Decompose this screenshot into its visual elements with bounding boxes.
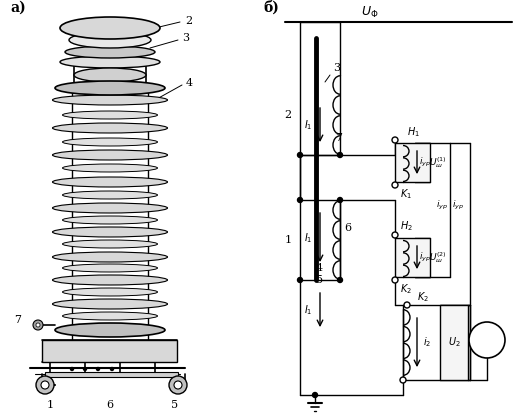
Ellipse shape <box>63 264 157 272</box>
Text: 1: 1 <box>47 400 53 410</box>
Circle shape <box>70 367 73 371</box>
Ellipse shape <box>63 240 157 248</box>
Ellipse shape <box>68 152 152 158</box>
Ellipse shape <box>74 68 146 82</box>
Ellipse shape <box>55 81 165 95</box>
Ellipse shape <box>52 123 168 133</box>
Text: $U_{ш}^{(1)}$: $U_{ш}^{(1)}$ <box>429 155 447 170</box>
Circle shape <box>110 367 113 371</box>
Circle shape <box>169 376 187 394</box>
Ellipse shape <box>52 150 168 160</box>
Circle shape <box>96 367 100 371</box>
Text: а): а) <box>10 1 26 15</box>
Ellipse shape <box>63 191 157 199</box>
Ellipse shape <box>52 203 168 213</box>
Circle shape <box>312 393 318 398</box>
Ellipse shape <box>60 17 160 39</box>
Text: 4: 4 <box>186 78 193 88</box>
Ellipse shape <box>65 46 155 58</box>
Ellipse shape <box>68 229 152 235</box>
Text: 3: 3 <box>333 63 340 73</box>
Ellipse shape <box>52 252 168 262</box>
Circle shape <box>404 302 410 308</box>
Text: $i_{yp}$: $i_{yp}$ <box>452 198 464 212</box>
Text: $K_2$: $K_2$ <box>400 282 412 296</box>
Circle shape <box>338 198 343 203</box>
Text: $i_{yp}$: $i_{yp}$ <box>419 156 431 169</box>
Text: $H_1$: $H_1$ <box>407 125 420 139</box>
Circle shape <box>33 320 43 330</box>
Ellipse shape <box>63 111 157 119</box>
Text: 2: 2 <box>185 16 192 26</box>
Circle shape <box>41 381 49 389</box>
Ellipse shape <box>68 277 152 283</box>
Circle shape <box>298 153 303 158</box>
Circle shape <box>36 323 40 327</box>
Text: $I_1$: $I_1$ <box>304 118 312 132</box>
Bar <box>440 305 468 380</box>
Text: PV: PV <box>480 335 494 344</box>
Ellipse shape <box>52 275 168 285</box>
Ellipse shape <box>63 164 157 172</box>
Bar <box>395 143 430 182</box>
Text: 1: 1 <box>284 235 291 245</box>
Text: 5: 5 <box>171 400 179 410</box>
Circle shape <box>174 381 182 389</box>
Circle shape <box>84 367 87 371</box>
Ellipse shape <box>63 216 157 224</box>
Text: $U_{\Phi}$: $U_{\Phi}$ <box>361 5 379 20</box>
Text: $K_1$: $K_1$ <box>400 187 412 201</box>
Circle shape <box>392 137 398 143</box>
Ellipse shape <box>63 312 157 320</box>
Bar <box>45 372 178 377</box>
Text: 5: 5 <box>316 275 323 285</box>
Circle shape <box>298 198 303 203</box>
Circle shape <box>338 277 343 282</box>
Ellipse shape <box>68 205 152 211</box>
Text: 6: 6 <box>106 400 113 410</box>
Text: $U_{ш}^{(2)}$: $U_{ш}^{(2)}$ <box>429 250 447 265</box>
Circle shape <box>392 277 398 283</box>
Ellipse shape <box>68 179 152 185</box>
Text: $U_2$: $U_2$ <box>448 336 460 349</box>
Text: 7: 7 <box>14 315 22 325</box>
Text: 3: 3 <box>182 33 189 43</box>
Circle shape <box>392 232 398 238</box>
Circle shape <box>338 153 343 158</box>
Ellipse shape <box>63 138 157 146</box>
Bar <box>42 340 177 362</box>
Ellipse shape <box>69 32 151 48</box>
Ellipse shape <box>68 254 152 260</box>
Bar <box>395 238 430 277</box>
Circle shape <box>298 277 303 282</box>
Text: $I_1$: $I_1$ <box>304 231 312 245</box>
Text: 4: 4 <box>316 263 323 273</box>
Circle shape <box>36 376 54 394</box>
Ellipse shape <box>55 323 165 337</box>
Text: 7: 7 <box>335 133 342 143</box>
Circle shape <box>392 182 398 188</box>
Ellipse shape <box>68 301 152 307</box>
Ellipse shape <box>52 227 168 237</box>
Text: б): б) <box>263 1 279 15</box>
Ellipse shape <box>52 299 168 309</box>
Text: $K_2$: $K_2$ <box>417 290 429 304</box>
Ellipse shape <box>52 95 168 105</box>
Text: $i_{yp}$: $i_{yp}$ <box>436 198 448 212</box>
Text: $i_2$: $i_2$ <box>423 336 431 349</box>
Circle shape <box>400 377 406 383</box>
Text: $i_{yp}$: $i_{yp}$ <box>419 251 431 264</box>
Text: 6: 6 <box>344 223 351 233</box>
Ellipse shape <box>68 125 152 131</box>
Circle shape <box>469 322 505 358</box>
Text: 2: 2 <box>284 110 291 120</box>
Ellipse shape <box>60 56 160 68</box>
Text: $H_2$: $H_2$ <box>400 219 413 233</box>
Ellipse shape <box>68 97 152 103</box>
Ellipse shape <box>52 177 168 187</box>
Text: $I_1$: $I_1$ <box>304 303 312 317</box>
Ellipse shape <box>63 288 157 296</box>
